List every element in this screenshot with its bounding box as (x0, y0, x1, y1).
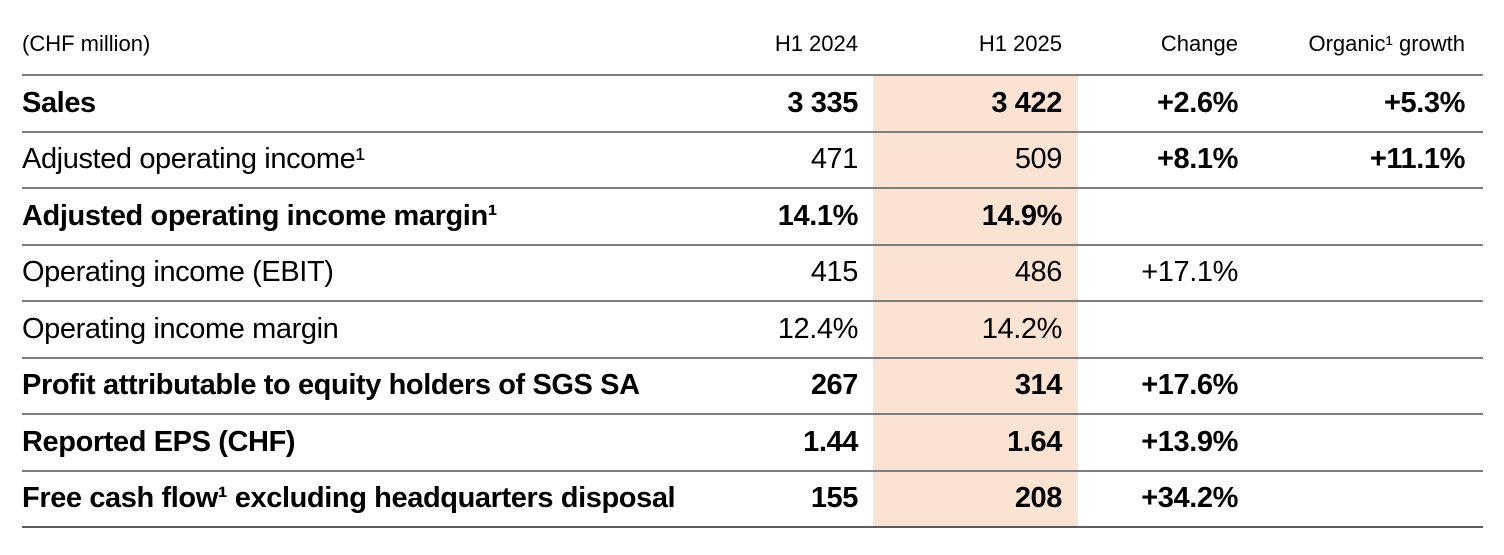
operating-income-ebit-change-value: +17.1% (1141, 256, 1238, 289)
adjusted-operating-income-change-value: +8.1% (1156, 143, 1238, 176)
table-row-profit-attributable: Profit attributable to equity holders of… (22, 358, 1483, 415)
free-cash-flow-h1-2024-value: 155 (810, 482, 859, 515)
profit-attributable-h1-2025-value: 314 (873, 358, 1078, 413)
row-label-operating-income-margin: Operating income margin (22, 312, 339, 345)
adjusted-operating-income-margin-organic-growth-value (1256, 189, 1483, 244)
table-row-free-cash-flow: Free cash flow¹ excluding headquarters d… (22, 471, 1483, 528)
operating-income-ebit-h1-2025-value: 486 (873, 245, 1078, 300)
row-label-operating-income-ebit: Operating income (EBIT) (22, 256, 334, 289)
free-cash-flow-change-value: +34.2% (1141, 482, 1238, 515)
operating-income-margin-change-value (1078, 302, 1256, 357)
row-label-profit-attributable: Profit attributable to equity holders of… (22, 369, 640, 402)
operating-income-margin-h1-2024-value: 12.4% (777, 312, 859, 345)
unit-label: (CHF million) (22, 31, 151, 56)
profit-attributable-h1-2024-value: 267 (810, 369, 859, 402)
column-header-h1-2024: H1 2024 (774, 31, 858, 56)
row-label-adjusted-operating-income: Adjusted operating income¹ (22, 143, 365, 176)
profit-attributable-organic-growth-value (1256, 359, 1483, 414)
sales-change-value: +2.6% (1156, 86, 1238, 119)
sales-organic-growth-value: +5.3% (1383, 86, 1465, 119)
operating-income-ebit-h1-2024-value: 415 (810, 256, 859, 289)
adjusted-operating-income-organic-growth-value: +11.1% (1369, 143, 1466, 176)
reported-eps-organic-growth-value (1256, 415, 1483, 470)
table-row-operating-income-ebit: Operating income (EBIT) 415 486 +17.1% (22, 245, 1483, 302)
table-header-row: (CHF million) H1 2024 H1 2025 Change Org… (22, 0, 1483, 76)
adjusted-operating-income-h1-2025-value: 509 (873, 132, 1078, 187)
row-label-adjusted-operating-income-margin: Adjusted operating income margin¹ (22, 199, 498, 232)
adjusted-operating-income-margin-h1-2025-value: 14.9% (873, 189, 1078, 244)
profit-attributable-change-value: +17.6% (1141, 369, 1238, 402)
row-label-free-cash-flow: Free cash flow¹ excluding headquarters d… (22, 482, 676, 515)
reported-eps-h1-2024-value: 1.44 (803, 425, 858, 458)
table-row-sales: Sales 3 335 3 422 +2.6% +5.3% (22, 76, 1483, 133)
table-row-adjusted-operating-income-margin: Adjusted operating income margin¹ 14.1% … (22, 189, 1483, 246)
adjusted-operating-income-margin-h1-2024-value: 14.1% (777, 199, 859, 232)
financial-results-table: (CHF million) H1 2024 H1 2025 Change Org… (22, 0, 1483, 528)
column-header-organic-growth: Organic¹ growth (1308, 31, 1465, 56)
operating-income-ebit-organic-growth-value (1256, 246, 1483, 301)
table-row-reported-eps: Reported EPS (CHF) 1.44 1.64 +13.9% (22, 415, 1483, 472)
table-row-adjusted-operating-income: Adjusted operating income¹ 471 509 +8.1%… (22, 132, 1483, 189)
table-row-operating-income-margin: Operating income margin 12.4% 14.2% (22, 302, 1483, 359)
free-cash-flow-h1-2025-value: 208 (873, 471, 1078, 526)
sales-h1-2025-value: 3 422 (873, 76, 1078, 131)
row-label-sales: Sales (22, 86, 96, 119)
free-cash-flow-organic-growth-value (1256, 472, 1483, 527)
sales-h1-2024-value: 3 335 (787, 86, 858, 119)
reported-eps-change-value: +13.9% (1141, 425, 1238, 458)
adjusted-operating-income-margin-change-value (1078, 189, 1256, 244)
column-header-change: Change (1160, 31, 1238, 56)
adjusted-operating-income-h1-2024-value: 471 (810, 143, 859, 176)
operating-income-margin-h1-2025-value: 14.2% (873, 302, 1078, 357)
reported-eps-h1-2025-value: 1.64 (873, 415, 1078, 470)
column-header-h1-2025: H1 2025 (978, 31, 1062, 56)
row-label-reported-eps: Reported EPS (CHF) (22, 425, 296, 458)
operating-income-margin-organic-growth-value (1256, 302, 1483, 357)
